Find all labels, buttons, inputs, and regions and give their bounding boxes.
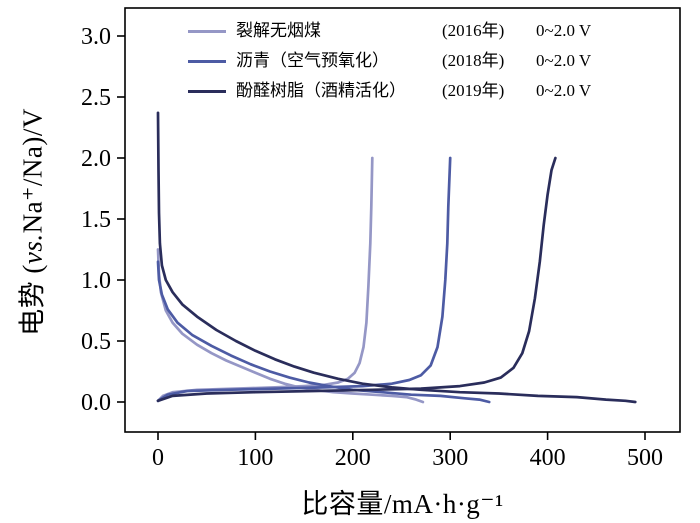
- plot-border: [124, 7, 681, 433]
- legend-series-year: (2018年): [442, 51, 505, 70]
- legend-line-swatch: [188, 29, 226, 33]
- legend-series-year: (2019年): [442, 81, 505, 100]
- x-tick-label: 100: [237, 445, 273, 471]
- legend-series-voltage-range: 0~2.0 V: [536, 21, 592, 40]
- y-tick-label: 0.0: [81, 390, 111, 416]
- series-2-discharge-line: [156, 111, 637, 404]
- y-tick-label: 1.5: [81, 207, 111, 233]
- legend-row: 沥青（空气预氧化） (2018年) 0~2.0 V: [188, 46, 591, 76]
- y-tick-label: 3.0: [81, 24, 111, 50]
- y-axis-label-italic: vs.: [17, 233, 48, 265]
- series-2-charge-line: [156, 156, 557, 403]
- legend-series-label: 沥青（空气预氧化）: [236, 51, 389, 70]
- legend-line-swatch: [188, 59, 226, 63]
- series-1-discharge-line: [156, 260, 491, 404]
- y-tick-label: 2.5: [81, 85, 111, 111]
- y-tick-label: 1.0: [81, 268, 111, 294]
- x-tick-label: 200: [335, 445, 371, 471]
- y-axis-label-suffix: Na⁺/Na)/V: [17, 108, 48, 234]
- x-tick-label: 400: [530, 445, 566, 471]
- legend-series-voltage-range: 0~2.0 V: [536, 51, 592, 70]
- y-tick-label: 2.0: [81, 146, 111, 172]
- x-tick-label: 0: [152, 445, 164, 471]
- chart-legend: 裂解无烟煤 (2016年) 0~2.0 V 沥青（空气预氧化） (2018年) …: [188, 16, 591, 106]
- x-axis-label: 比容量/mA·h·g⁻¹: [301, 489, 504, 519]
- legend-series-label: 酚醛树脂（酒精活化）: [236, 81, 406, 100]
- legend-series-voltage-range: 0~2.0 V: [536, 81, 592, 100]
- x-tick-label: 300: [432, 445, 468, 471]
- series-1-charge-line: [156, 156, 452, 403]
- y-axis-label: 电势 (vs.Na⁺/Na)/V: [11, 108, 50, 336]
- legend-row: 酚醛树脂（酒精活化） (2019年) 0~2.0 V: [188, 76, 591, 106]
- legend-line-swatch: [188, 89, 226, 93]
- y-tick-label: 0.5: [81, 329, 111, 355]
- x-tick-label: 500: [627, 445, 663, 471]
- legend-series-year: (2016年): [442, 21, 505, 40]
- y-axis-label-prefix: 电势 (: [17, 264, 48, 336]
- legend-row: 裂解无烟煤 (2016年) 0~2.0 V: [188, 16, 591, 46]
- series-0-charge-line: [156, 156, 374, 403]
- legend-series-label: 裂解无烟煤: [236, 21, 321, 40]
- series-0-discharge-line: [156, 248, 425, 404]
